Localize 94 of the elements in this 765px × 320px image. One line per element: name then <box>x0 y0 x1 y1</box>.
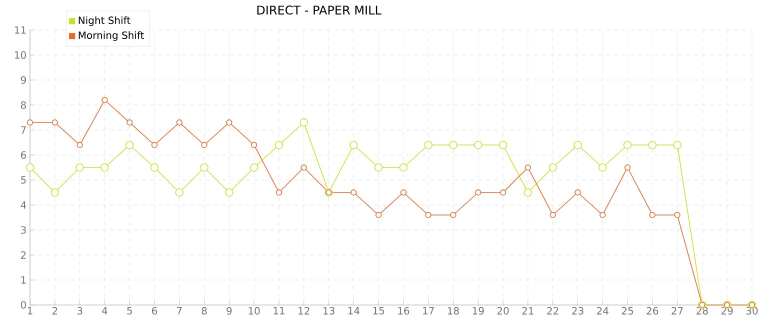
legend-label: Morning Shift <box>78 31 144 41</box>
point <box>250 163 258 172</box>
y-tick-label: 2 <box>21 251 26 259</box>
point <box>598 163 607 172</box>
x-tick-label: 9 <box>226 307 232 315</box>
x-tick-label: 25 <box>622 307 633 315</box>
y-tick-label: 1 <box>21 276 26 284</box>
point <box>76 142 83 148</box>
x-tick-label: 1 <box>28 307 32 314</box>
point <box>550 212 556 218</box>
x-tick-label: 4 <box>102 307 108 314</box>
y-tick-label: 3 <box>21 226 26 234</box>
point <box>226 119 232 126</box>
x-tick-label: 24 <box>596 307 608 314</box>
point <box>524 188 532 197</box>
point <box>399 163 408 172</box>
point <box>350 140 358 150</box>
point <box>176 119 182 126</box>
point <box>225 188 234 197</box>
point <box>498 140 508 150</box>
point <box>425 212 432 218</box>
x-tick-label: 23 <box>572 307 584 315</box>
x-tick-label: 26 <box>646 307 658 315</box>
point <box>475 189 482 196</box>
point <box>524 164 531 171</box>
point <box>300 118 308 127</box>
point <box>548 163 557 172</box>
y-tick-label: 4 <box>20 201 26 209</box>
point <box>600 212 606 218</box>
x-tick-label: 19 <box>472 307 484 315</box>
point <box>649 212 656 218</box>
point <box>126 119 133 126</box>
point <box>375 212 382 218</box>
x-tick-label: 14 <box>348 307 360 314</box>
point <box>574 189 581 196</box>
point <box>26 163 34 172</box>
x-tick-label: 20 <box>497 307 509 315</box>
point <box>52 119 58 126</box>
point <box>623 140 632 150</box>
point <box>50 188 60 197</box>
x-tick-label: 16 <box>398 307 410 315</box>
point <box>125 140 134 150</box>
point <box>648 140 657 150</box>
point <box>102 96 108 104</box>
x-tick-label: 11 <box>274 307 284 314</box>
x-tick-label: 17 <box>423 307 434 314</box>
point <box>474 140 482 150</box>
x-tick-label: 18 <box>448 307 459 315</box>
point <box>274 140 284 150</box>
point <box>673 140 682 150</box>
x-tick-label: 3 <box>77 307 82 315</box>
x-tick-label: 15 <box>373 307 384 314</box>
point <box>251 142 258 148</box>
point <box>374 163 383 172</box>
x-tick-label: 10 <box>248 307 260 315</box>
point <box>574 140 582 150</box>
y-tick-label: 10 <box>15 51 26 59</box>
point <box>201 142 208 148</box>
point <box>26 119 34 126</box>
y-tick-label: 6 <box>20 151 26 159</box>
x-tick-label: 27 <box>672 307 683 314</box>
x-tick-label: 5 <box>127 307 132 314</box>
point <box>449 140 458 150</box>
x-tick-label: 8 <box>202 307 207 315</box>
point <box>350 189 357 196</box>
x-tick-label: 22 <box>547 307 558 314</box>
x-tick-label: 21 <box>522 307 534 314</box>
point <box>674 212 680 218</box>
point <box>150 163 159 172</box>
y-tick-label: 9 <box>20 76 26 84</box>
point <box>100 163 109 172</box>
legend-label: Night Shift <box>78 16 130 26</box>
y-tick-label: 7 <box>21 126 26 134</box>
point <box>151 142 158 148</box>
point <box>276 189 282 196</box>
y-tick-label: 0 <box>20 301 26 309</box>
point <box>175 188 184 197</box>
point <box>450 212 456 218</box>
point <box>300 164 307 171</box>
x-tick-label: 12 <box>298 307 310 314</box>
point <box>424 140 432 150</box>
point <box>624 164 631 171</box>
point <box>500 189 506 196</box>
point <box>400 189 407 196</box>
x-tick-label: 7 <box>177 307 182 314</box>
x-tick-label: 13 <box>324 307 334 315</box>
x-tick-label: 2 <box>52 307 58 314</box>
x-tick-label: 6 <box>152 307 158 315</box>
y-tick-label: 5 <box>21 176 26 184</box>
chart-title: DIRECT - PAPER MILL <box>257 6 382 15</box>
point <box>200 163 208 172</box>
y-tick-label: 11 <box>15 26 26 34</box>
point <box>76 163 84 172</box>
y-tick-label: 8 <box>20 101 26 109</box>
